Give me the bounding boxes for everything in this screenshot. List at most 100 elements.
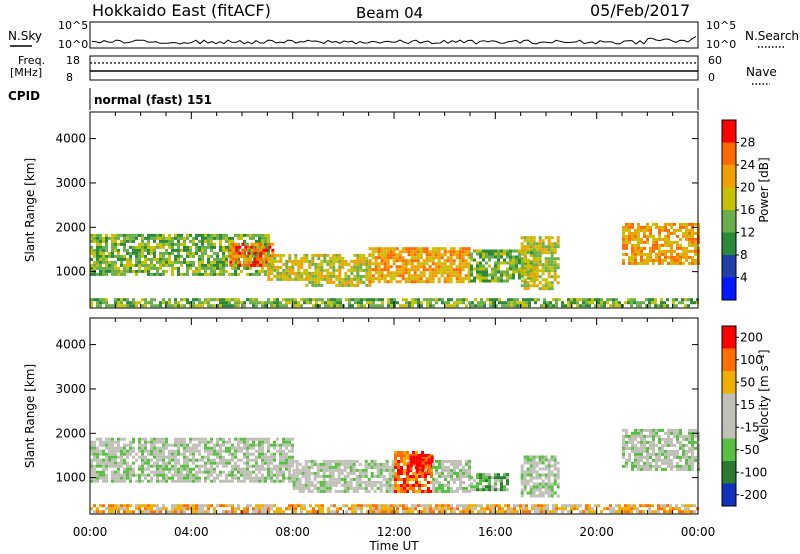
power-cell [102, 257, 105, 261]
velocity-cell [96, 452, 99, 456]
power-cell [509, 249, 512, 253]
power-cell [538, 242, 542, 246]
velocity-cell [340, 471, 344, 475]
power-cell [660, 304, 663, 308]
velocity-cell [261, 452, 264, 456]
velocity-cell [438, 504, 441, 508]
power-cell [648, 298, 651, 302]
power-cell [518, 270, 521, 274]
power-cell [323, 256, 327, 260]
velocity-cell [432, 483, 435, 487]
velocity-cell [432, 489, 435, 493]
velocity-cell [352, 468, 356, 472]
velocity-cell [120, 504, 123, 508]
power-cell [225, 248, 228, 252]
power-cell [102, 245, 105, 249]
velocity-cell [535, 485, 539, 489]
velocity-cell [453, 471, 456, 475]
power-cell [414, 301, 417, 305]
velocity-cell [418, 470, 422, 474]
power-cell [664, 249, 667, 253]
velocity-cell [307, 465, 311, 469]
velocity-cell [444, 489, 447, 493]
power-cell [482, 267, 485, 271]
velocity-cell [358, 483, 362, 487]
velocity-cell [159, 507, 162, 511]
velocity-cell [279, 507, 282, 511]
velocity-cell [198, 476, 201, 480]
velocity-cell [228, 458, 231, 462]
velocity-cell [447, 483, 450, 487]
power-cell [410, 274, 414, 278]
power-cell [428, 253, 432, 257]
power-cell [93, 263, 96, 267]
velocity-cell [105, 440, 108, 444]
velocity-cell [503, 476, 506, 480]
velocity-cell [102, 464, 105, 468]
velocity-cell [120, 476, 123, 480]
power-cell [523, 269, 527, 273]
power-cell [679, 258, 682, 262]
power-cell [458, 265, 462, 269]
velocity-cell [526, 458, 530, 462]
power-cell [138, 242, 141, 246]
power-cell [159, 301, 162, 305]
power-cell [228, 272, 231, 276]
power-cell [177, 266, 180, 270]
velocity-cell [534, 510, 537, 514]
velocity-cell [494, 488, 497, 492]
power-cell [398, 256, 402, 260]
power-cell [541, 245, 545, 249]
velocity-cell [219, 437, 222, 441]
power-cell [332, 256, 336, 260]
velocity-cell [180, 479, 183, 483]
velocity-cell [346, 486, 350, 490]
velocity-cell [379, 486, 383, 490]
power-cell [413, 247, 417, 251]
velocity-cell [640, 434, 643, 438]
power-cell [404, 262, 408, 266]
power-cell [335, 256, 339, 260]
velocity-cell [492, 504, 495, 508]
velocity-cell [643, 437, 646, 441]
power-cell [615, 304, 618, 308]
power-cell [561, 304, 564, 308]
velocity-cell [117, 473, 120, 477]
power-cell [363, 298, 366, 302]
velocity-cell [123, 461, 126, 465]
velocity-cell [174, 440, 177, 444]
velocity-cell [630, 504, 633, 508]
velocity-cell [234, 464, 237, 468]
velocity-cell [468, 504, 471, 508]
velocity-cell [328, 459, 332, 463]
power-cell [150, 301, 153, 305]
velocity-cell [541, 467, 545, 471]
velocity-cell [261, 476, 264, 480]
velocity-cell [153, 473, 156, 477]
velocity-cell [553, 482, 557, 486]
velocity-cell [285, 446, 288, 450]
velocity-cell [234, 449, 237, 453]
power-cell [329, 274, 333, 278]
power-cell [120, 260, 123, 264]
power-cell [225, 254, 228, 258]
velocity-cell [421, 461, 425, 465]
power-cell [105, 272, 108, 276]
velocity-cell [483, 507, 486, 511]
velocity-cell [216, 476, 219, 480]
power-cell [544, 281, 548, 285]
velocity-cell [273, 510, 276, 514]
power-cell [374, 250, 378, 254]
power-cell [120, 263, 123, 267]
velocity-cell [541, 461, 545, 465]
power-cell [468, 301, 471, 305]
velocity-cell [643, 449, 646, 453]
power-cell [371, 250, 375, 254]
power-cell [231, 272, 234, 276]
velocity-cell [162, 504, 165, 508]
velocity-cell [402, 507, 405, 511]
power-cell [480, 304, 483, 308]
velocity-cell [441, 468, 444, 472]
power-cell [168, 242, 171, 246]
